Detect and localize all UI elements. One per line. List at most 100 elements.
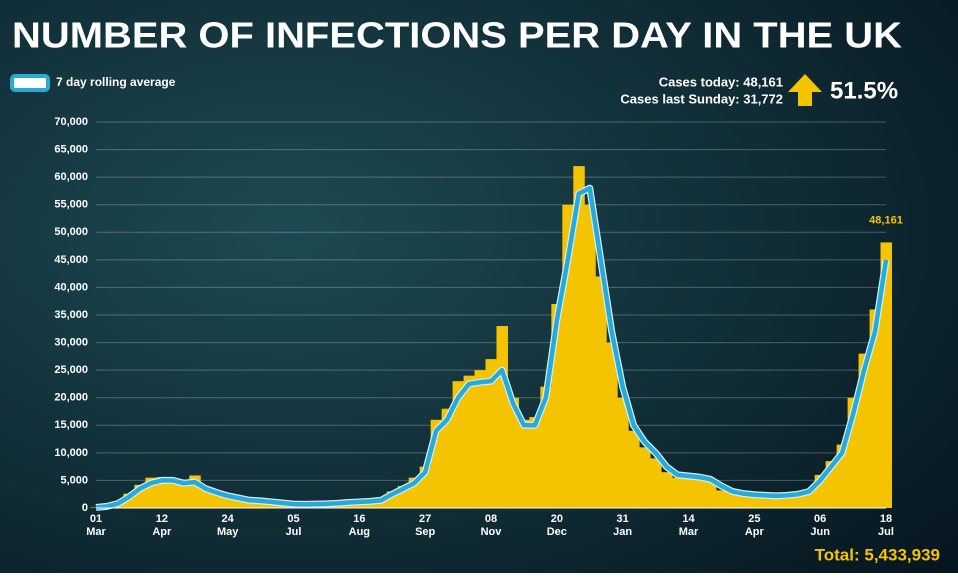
x-tick-month: Sep	[415, 526, 435, 538]
bar	[485, 359, 497, 508]
x-tick-month: Aug	[349, 526, 370, 538]
x-tick-day: 06	[814, 513, 826, 525]
x-tick-month: May	[217, 526, 239, 538]
bar	[792, 493, 805, 508]
y-tick-label: 15,000	[54, 419, 88, 431]
bar	[584, 204, 596, 508]
x-tick-day: 18	[880, 513, 892, 525]
bar	[781, 495, 794, 508]
bar	[507, 397, 519, 508]
y-tick-label: 30,000	[54, 336, 88, 348]
cases-last-sunday: Cases last Sunday: 31,772	[620, 91, 783, 106]
bar	[222, 494, 234, 508]
bar	[803, 490, 816, 508]
bar	[156, 477, 168, 508]
bar	[518, 419, 530, 508]
x-tick-month: Jan	[613, 526, 632, 538]
bar	[551, 303, 563, 508]
bar	[233, 497, 245, 508]
bar	[397, 485, 410, 508]
x-tick-month: Dec	[547, 526, 567, 538]
legend-label: 7 day rolling average	[56, 75, 176, 89]
y-tick-label: 0	[82, 502, 88, 514]
bar	[617, 397, 629, 508]
bar	[178, 481, 190, 508]
bar	[847, 397, 860, 508]
bar	[726, 493, 739, 508]
rolling-average-line	[95, 185, 889, 510]
bar	[244, 499, 256, 508]
bar	[595, 276, 607, 508]
y-tick-label: 35,000	[54, 309, 88, 321]
x-tick-month: Jun	[810, 526, 830, 538]
y-tick-label: 5,000	[60, 474, 88, 486]
y-tick-label: 25,000	[54, 364, 88, 376]
y-tick-label: 65,000	[54, 143, 88, 155]
x-tick-month: Jul	[878, 526, 894, 538]
bar	[748, 495, 761, 508]
bar	[408, 477, 421, 508]
bar	[386, 491, 399, 508]
x-tick-day: 08	[485, 513, 497, 525]
bar	[134, 484, 146, 508]
bar	[869, 309, 882, 508]
bar	[474, 370, 487, 508]
bar	[496, 326, 508, 508]
y-tick-label: 45,000	[54, 254, 88, 266]
y-tick-label: 40,000	[54, 281, 88, 293]
bar	[759, 495, 772, 508]
x-tick-month: Apr	[745, 526, 765, 538]
chart-title: NUMBER OF INFECTIONS PER DAY IN THE UK	[12, 15, 902, 56]
bar	[825, 461, 838, 508]
x-tick-day: 20	[551, 513, 563, 525]
x-tick-day: 14	[682, 513, 695, 525]
x-tick-month: Apr	[152, 526, 172, 538]
x-tick-month: Nov	[481, 526, 503, 538]
bar	[650, 458, 662, 508]
bar	[715, 490, 728, 508]
bar	[639, 447, 651, 508]
bar	[573, 166, 585, 508]
y-tick-label: 20,000	[54, 392, 88, 404]
cases-today: Cases today: 48,161	[659, 74, 783, 89]
y-tick-label: 60,000	[54, 171, 88, 183]
x-tick-day: 25	[748, 513, 760, 525]
bar	[540, 386, 552, 508]
legend-swatch	[10, 74, 50, 92]
bar	[683, 477, 695, 508]
bar	[661, 472, 673, 508]
bar	[200, 487, 212, 508]
change-percent: 51.5%	[830, 77, 898, 104]
bar	[737, 494, 750, 508]
bar	[211, 491, 223, 508]
bar	[880, 242, 892, 508]
bar	[672, 477, 684, 508]
bar	[836, 444, 849, 508]
y-tick-label: 55,000	[54, 199, 88, 211]
bar	[814, 474, 827, 508]
up-arrow	[788, 74, 822, 106]
x-tick-day: 01	[90, 513, 102, 525]
bar	[628, 430, 640, 508]
bar	[770, 496, 783, 508]
data-label: 48,161	[869, 214, 903, 226]
x-tick-day: 05	[287, 513, 299, 525]
bar	[606, 342, 618, 508]
bar	[189, 475, 201, 508]
bar	[441, 408, 454, 508]
x-tick-day: 16	[353, 513, 365, 525]
bar	[430, 419, 443, 508]
x-tick-month: Mar	[86, 526, 106, 538]
x-tick-day: 12	[156, 513, 168, 525]
bar	[452, 381, 465, 508]
bar	[463, 375, 476, 508]
bar	[704, 480, 717, 508]
bar	[419, 466, 432, 508]
x-tick-day: 24	[222, 513, 235, 525]
y-tick-label: 10,000	[54, 447, 88, 459]
bar	[145, 477, 157, 508]
x-tick-month: Mar	[679, 526, 699, 538]
bar	[693, 478, 706, 508]
bar	[529, 417, 541, 508]
y-tick-label: 70,000	[54, 116, 88, 128]
